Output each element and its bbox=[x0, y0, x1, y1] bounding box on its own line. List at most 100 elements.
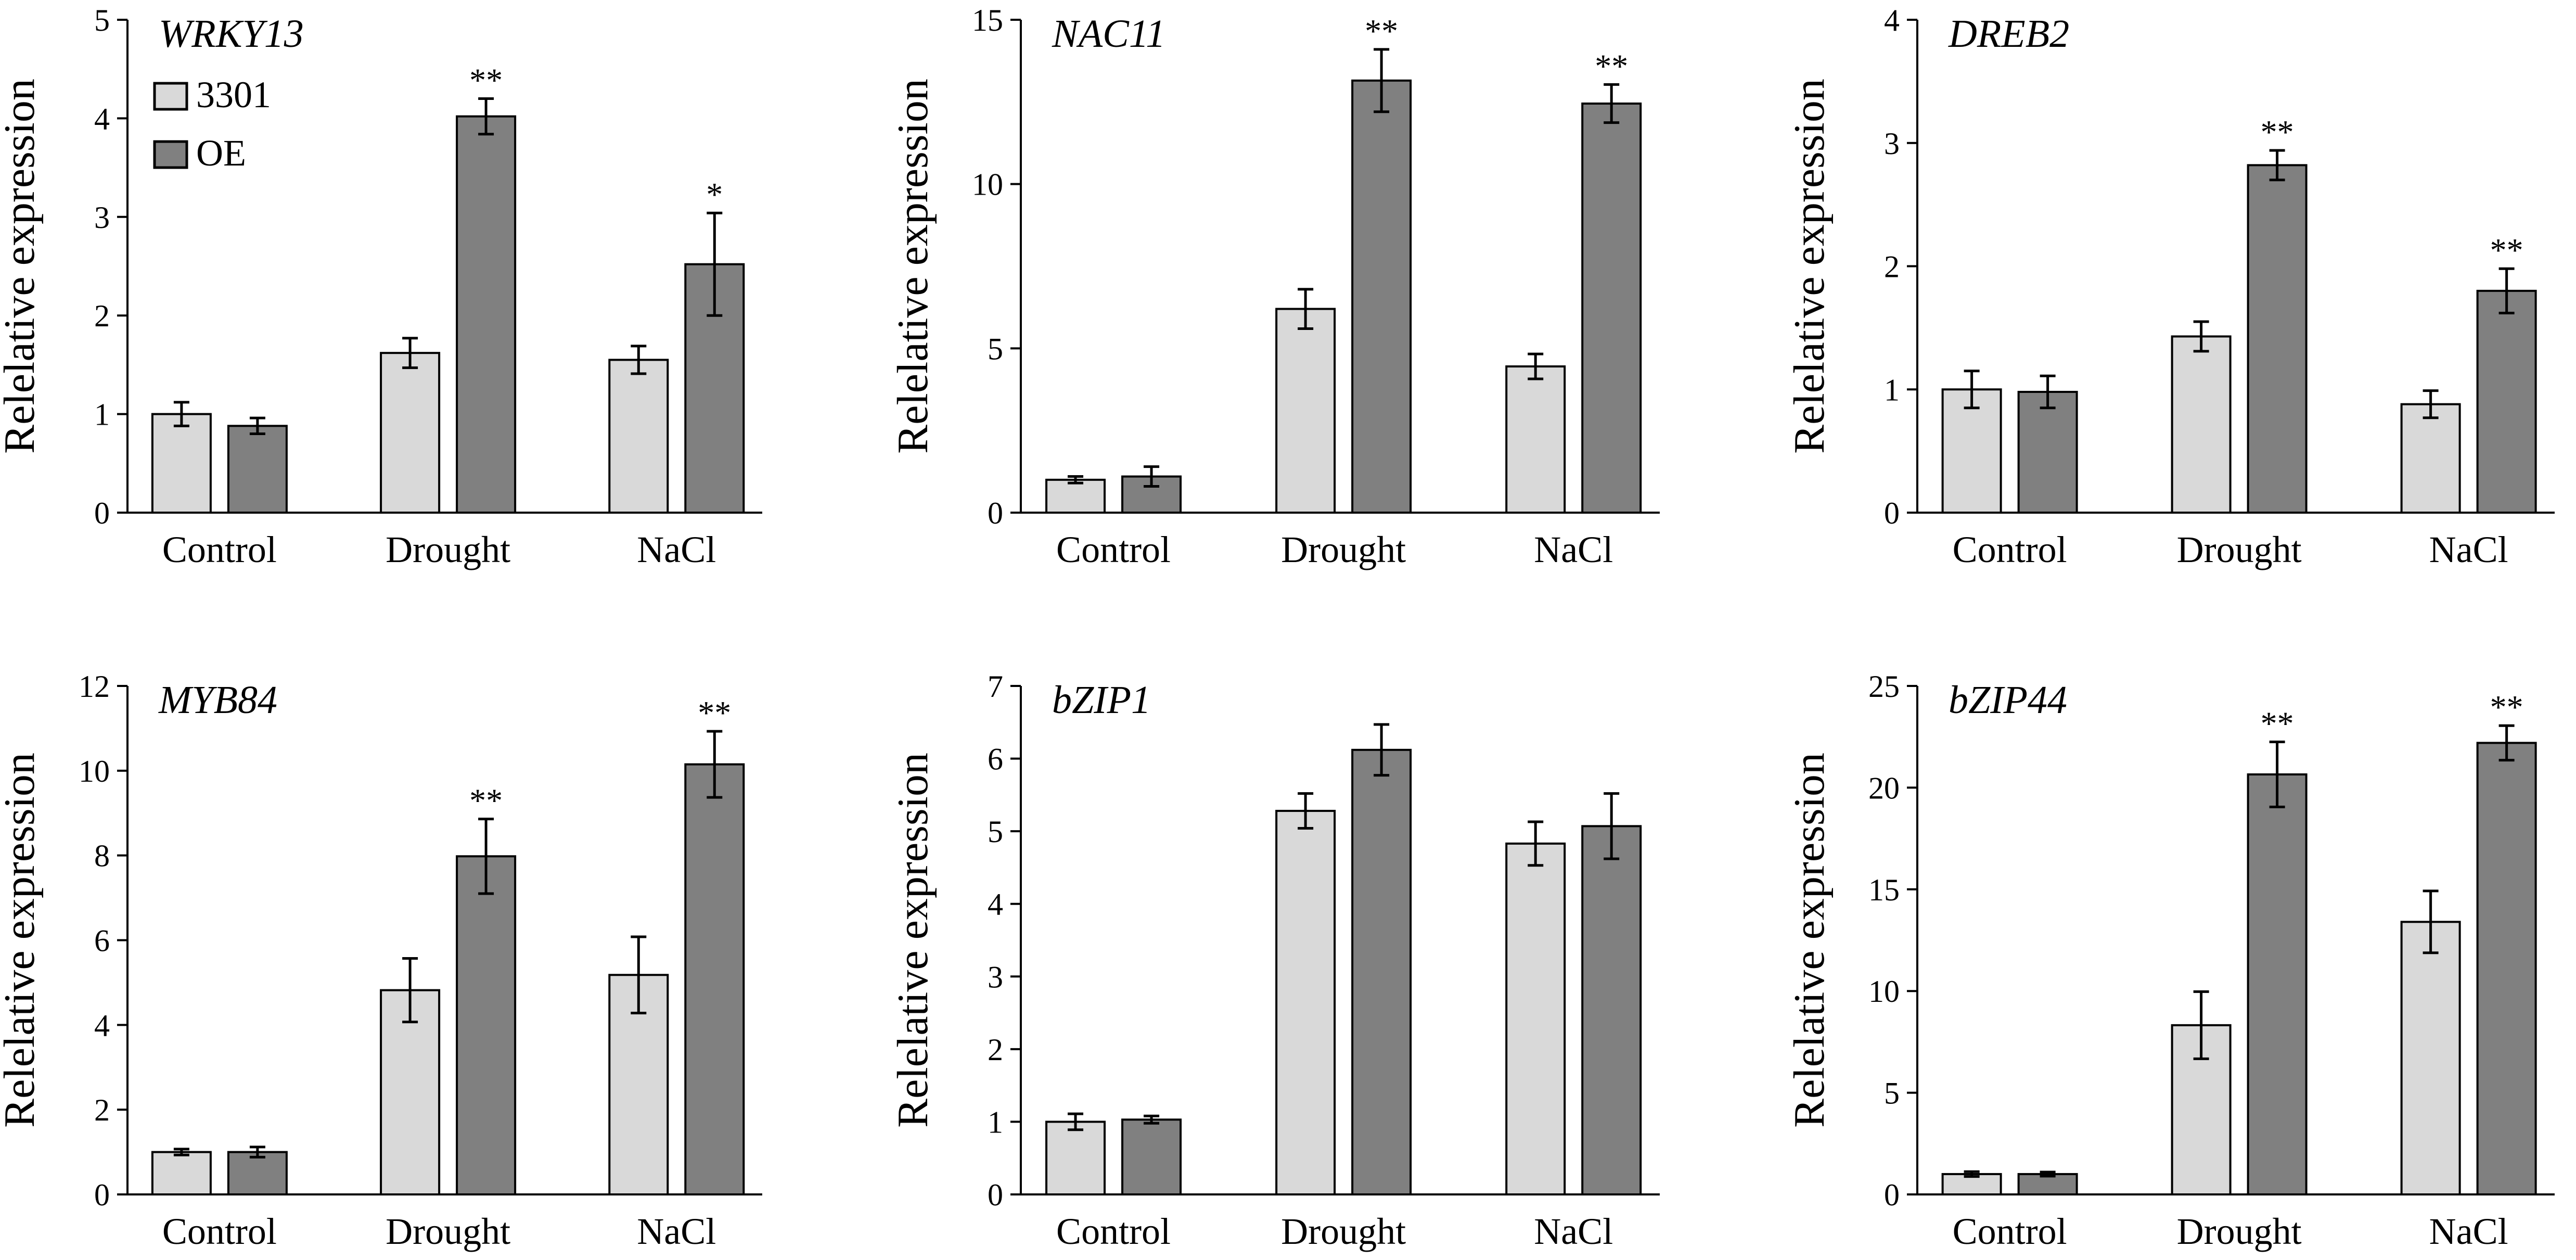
category-label: Control bbox=[1953, 1211, 2067, 1252]
chart-panel: 0 5 10 15 20 25 Relelative expression bZIP44 Con… bbox=[1785, 669, 2555, 1252]
bar bbox=[151, 413, 212, 514]
bar bbox=[2400, 921, 2461, 1195]
bar bbox=[2400, 403, 2461, 514]
y-tick-label: 15 bbox=[1868, 873, 1900, 907]
legend-label: 3301 bbox=[196, 74, 271, 116]
y-tick-label: 2 bbox=[94, 1093, 110, 1127]
y-tick-label: 8 bbox=[94, 839, 110, 873]
y-tick-label: 2 bbox=[1884, 250, 1900, 284]
chart-panel: 0 1 2 3 4 5 6 7 Relelative expression bZIP1 Contro… bbox=[889, 669, 1660, 1252]
bar bbox=[2476, 289, 2537, 514]
y-tick-label: 5 bbox=[988, 814, 1003, 849]
y-axis-label: Relelative expression bbox=[0, 753, 44, 1128]
significance-mark: ** bbox=[2261, 113, 2294, 150]
category-label: Drought bbox=[1281, 1211, 1406, 1252]
y-axis-label: Relelative expression bbox=[0, 79, 44, 454]
y-tick-label: 1 bbox=[988, 1105, 1003, 1139]
y-tick-label: 7 bbox=[988, 669, 1003, 704]
chart-panel: 0 1 2 3 4 Relelative expression DREB2 Control Dr… bbox=[1785, 3, 2555, 570]
y-tick-label: 25 bbox=[1868, 669, 1900, 704]
bar bbox=[1351, 79, 1412, 514]
chart-title: bZIP44 bbox=[1949, 678, 2067, 722]
bar bbox=[2247, 164, 2308, 514]
chart-title: bZIP1 bbox=[1052, 678, 1151, 722]
category-label: Control bbox=[162, 529, 277, 570]
y-tick-label: 0 bbox=[94, 1178, 110, 1212]
y-tick-label: 0 bbox=[988, 1178, 1003, 1212]
bar bbox=[1351, 748, 1412, 1195]
bar bbox=[2476, 742, 2537, 1195]
y-tick-label: 15 bbox=[972, 3, 1003, 37]
category-label: Drought bbox=[2177, 529, 2302, 570]
category-label: Drought bbox=[2177, 1211, 2302, 1252]
chart-title: MYB84 bbox=[158, 678, 277, 722]
chart-panel: 0 2 4 6 8 10 12 Relelative expression MYB84 Contr… bbox=[0, 669, 762, 1252]
bar bbox=[1275, 308, 1336, 514]
y-tick-label: 12 bbox=[79, 669, 110, 704]
bar bbox=[1581, 825, 1642, 1195]
y-tick-label: 3 bbox=[94, 200, 110, 235]
y-tick-label: 1 bbox=[1884, 373, 1900, 407]
y-tick-label: 10 bbox=[972, 168, 1003, 202]
y-tick-label: 2 bbox=[988, 1033, 1003, 1067]
chart-panel: 0 5 10 15 Relelative expression NAC11 Control D… bbox=[889, 3, 1660, 570]
y-axis-label: Relelative expression bbox=[889, 753, 937, 1128]
y-tick-label: 2 bbox=[94, 299, 110, 333]
bar bbox=[1275, 810, 1336, 1195]
y-tick-label: 10 bbox=[79, 754, 110, 788]
significance-mark: ** bbox=[1595, 47, 1628, 84]
category-label: NaCl bbox=[1534, 1211, 1613, 1252]
y-tick-label: 5 bbox=[94, 3, 110, 37]
bar bbox=[2171, 335, 2232, 514]
bar bbox=[1045, 1121, 1106, 1195]
y-tick-label: 0 bbox=[988, 496, 1003, 530]
category-label: Control bbox=[1056, 529, 1171, 570]
significance-mark: ** bbox=[2490, 689, 2523, 726]
chart-title: WRKY13 bbox=[159, 12, 304, 56]
legend-swatch bbox=[153, 140, 188, 169]
y-tick-label: 3 bbox=[1884, 126, 1900, 161]
y-axis-label: Relelative expression bbox=[1785, 753, 1834, 1128]
significance-mark: ** bbox=[698, 694, 731, 731]
y-tick-label: 4 bbox=[988, 887, 1003, 922]
significance-mark: ** bbox=[1365, 12, 1398, 49]
bar bbox=[456, 855, 517, 1196]
category-label: Drought bbox=[386, 529, 510, 570]
bar bbox=[380, 989, 441, 1195]
bar bbox=[1045, 478, 1106, 514]
significance-mark: ** bbox=[469, 782, 503, 819]
y-tick-label: 5 bbox=[988, 332, 1003, 366]
y-tick-label: 6 bbox=[94, 924, 110, 958]
y-tick-label: 3 bbox=[988, 960, 1003, 994]
significance-mark: ** bbox=[469, 62, 503, 99]
bar bbox=[1121, 1118, 1182, 1196]
bar bbox=[1505, 365, 1566, 514]
bar bbox=[227, 1151, 288, 1195]
y-tick-label: 4 bbox=[1884, 3, 1900, 37]
legend: 3301 OE bbox=[153, 74, 271, 174]
category-label: NaCl bbox=[2429, 529, 2508, 570]
bar bbox=[380, 352, 441, 514]
bar bbox=[2247, 773, 2308, 1196]
bar bbox=[1505, 842, 1566, 1195]
chart-title: DREB2 bbox=[1948, 12, 2069, 56]
significance-mark: ** bbox=[2261, 705, 2294, 742]
chart-panel: 0 1 2 3 4 5 Relelative expression WRKY13 Control… bbox=[0, 3, 762, 570]
significance-mark: ** bbox=[2490, 232, 2523, 269]
bar bbox=[227, 425, 288, 514]
y-tick-label: 20 bbox=[1868, 771, 1900, 805]
bar bbox=[2017, 390, 2078, 514]
category-label: NaCl bbox=[1534, 529, 1613, 570]
category-label: NaCl bbox=[637, 1211, 716, 1252]
legend-swatch bbox=[153, 82, 188, 111]
bar bbox=[456, 115, 517, 514]
category-label: Control bbox=[1056, 1211, 1171, 1252]
y-tick-label: 0 bbox=[1884, 496, 1900, 530]
bar bbox=[608, 359, 669, 514]
significance-mark: * bbox=[706, 176, 723, 213]
y-tick-label: 6 bbox=[988, 742, 1003, 777]
y-tick-label: 4 bbox=[94, 1008, 110, 1042]
y-tick-label: 1 bbox=[94, 398, 110, 432]
legend-label: OE bbox=[196, 132, 246, 174]
